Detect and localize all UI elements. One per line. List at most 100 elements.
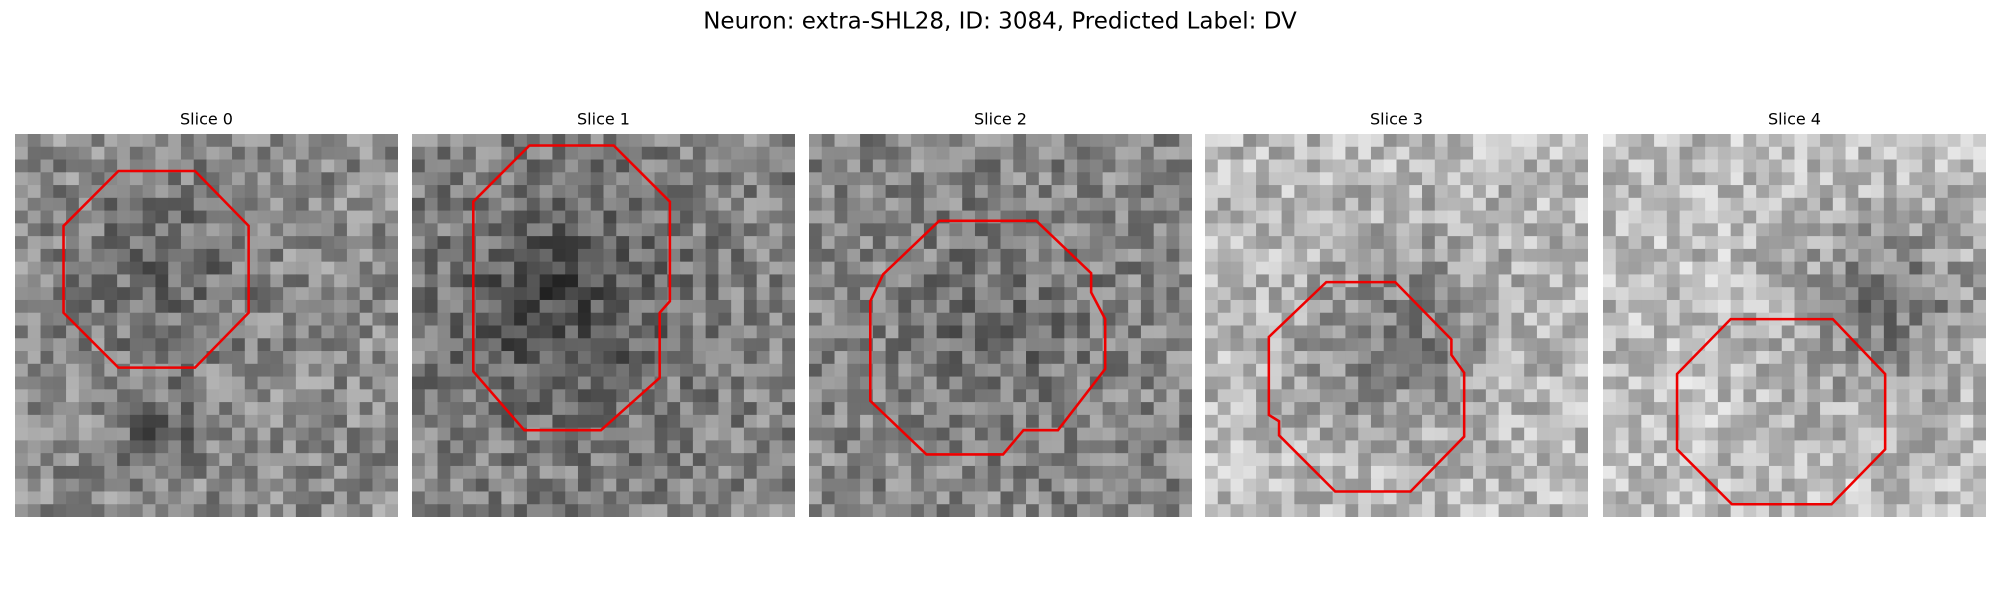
- pixel: [1332, 197, 1347, 212]
- pixel: [488, 159, 503, 173]
- pixel: [1230, 146, 1244, 161]
- pixel: [475, 274, 490, 288]
- pixel: [1807, 248, 1821, 263]
- pixel: [27, 312, 42, 327]
- pixel: [232, 146, 246, 161]
- pixel: [295, 185, 310, 199]
- pixel: [283, 338, 297, 352]
- pixel: [834, 134, 848, 148]
- pixel: [514, 491, 528, 505]
- pixel: [1205, 351, 1219, 365]
- pixel: [1460, 325, 1474, 339]
- pixel: [1807, 146, 1821, 161]
- pixel: [1666, 210, 1681, 225]
- pixel: [1807, 440, 1821, 454]
- pixel: [1422, 236, 1436, 250]
- pixel: [1934, 185, 1949, 199]
- pixel: [193, 248, 208, 263]
- pixel: [1883, 223, 1898, 237]
- pixel: [1409, 338, 1423, 352]
- pixel: [1281, 172, 1296, 186]
- pixel: [1409, 427, 1423, 442]
- pixel: [539, 414, 554, 429]
- pixel: [168, 197, 182, 212]
- pixel: [1345, 402, 1359, 416]
- pixel: [1679, 274, 1694, 288]
- pixel: [1603, 338, 1617, 352]
- pixel: [1307, 223, 1321, 237]
- pixel: [1460, 210, 1474, 225]
- pixel: [66, 159, 80, 173]
- pixel: [1575, 287, 1588, 301]
- pixel: [603, 440, 617, 454]
- pixel: [1064, 402, 1078, 416]
- pixel: [552, 172, 566, 186]
- pixel: [1717, 261, 1732, 276]
- pixel: [501, 440, 515, 454]
- pixel: [1794, 338, 1808, 352]
- pixel: [654, 402, 668, 416]
- image-panel: [1205, 134, 1588, 517]
- pixel: [1026, 478, 1040, 493]
- pixel: [705, 248, 720, 263]
- pixel: [1536, 491, 1551, 505]
- pixel: [1243, 299, 1257, 314]
- pixel: [1051, 478, 1065, 493]
- pixel: [1217, 414, 1232, 429]
- pixel: [1549, 299, 1564, 314]
- pixel: [603, 453, 617, 467]
- pixel: [667, 363, 681, 378]
- pixel: [437, 172, 451, 186]
- pixel: [809, 325, 823, 339]
- pixel: [15, 210, 29, 225]
- pixel: [1666, 185, 1681, 199]
- pixel: [488, 453, 503, 467]
- pixel: [359, 312, 374, 327]
- pixel: [1038, 402, 1053, 416]
- pixel: [565, 478, 579, 493]
- pixel: [1256, 185, 1270, 199]
- pixel: [27, 491, 42, 505]
- pixel: [1383, 210, 1398, 225]
- pixel: [104, 414, 118, 429]
- pixel: [1896, 363, 1911, 378]
- pixel: [1896, 287, 1911, 301]
- pixel: [1217, 351, 1232, 365]
- roi-outline: [869, 219, 1107, 456]
- pixel: [1820, 236, 1834, 250]
- pixel: [1628, 172, 1642, 186]
- pixel: [1692, 491, 1706, 505]
- pixel: [654, 210, 668, 225]
- pixel: [1268, 402, 1283, 416]
- pixel: [1102, 299, 1117, 314]
- pixel: [987, 376, 1002, 390]
- pixel: [923, 261, 938, 276]
- pixel: [1370, 440, 1385, 454]
- pixel: [731, 389, 745, 403]
- pixel: [552, 325, 566, 339]
- pixel: [1485, 453, 1500, 467]
- pixel: [1064, 261, 1078, 276]
- pixel: [1460, 402, 1474, 416]
- pixel: [1679, 402, 1694, 416]
- pixel: [1434, 146, 1449, 161]
- pixel: [1077, 274, 1091, 288]
- pixel: [718, 287, 732, 301]
- pixel: [1705, 146, 1719, 161]
- pixel: [1615, 376, 1630, 390]
- pixel: [847, 248, 861, 263]
- pixel: [1562, 363, 1576, 378]
- pixel: [1294, 440, 1308, 454]
- pixel: [782, 299, 795, 314]
- pixel: [1102, 402, 1117, 416]
- pixel: [1692, 248, 1706, 263]
- pixel: [270, 299, 284, 314]
- pixel: [1896, 134, 1911, 148]
- pixel: [321, 185, 335, 199]
- pixel: [475, 325, 490, 339]
- pixel: [731, 261, 745, 276]
- pixel: [616, 299, 630, 314]
- pixel: [321, 427, 335, 442]
- pixel: [321, 172, 335, 186]
- pixel: [1832, 453, 1847, 467]
